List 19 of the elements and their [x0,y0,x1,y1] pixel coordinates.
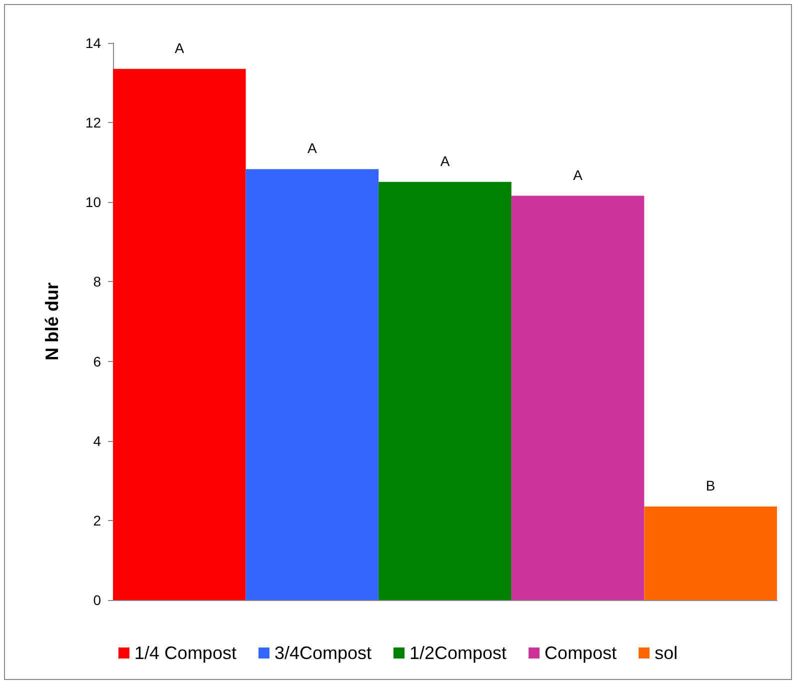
data-label: B [706,478,716,494]
legend-label: Compost [544,643,617,663]
legend-label: 1/2Compost [410,643,507,663]
legend-label: 3/4Compost [274,643,372,663]
y-tick-label: 2 [93,512,102,528]
y-tick-label: 0 [93,592,102,608]
legend-label: sol [654,643,678,663]
y-tick-label: 8 [93,274,102,290]
data-label: A [174,40,185,56]
y-tick-label: 12 [85,114,102,131]
y-tick-label: 10 [85,194,102,210]
data-label: A [573,166,584,183]
y-tick-label: 6 [93,353,102,370]
y-tick-label: 4 [93,432,102,449]
y-axis-title: N blé dur [42,282,62,361]
legend-label: 1/4 Compost [134,643,236,663]
data-label: A [440,152,450,169]
y-tick-label: 14 [85,35,102,51]
data-label: A [308,140,318,156]
